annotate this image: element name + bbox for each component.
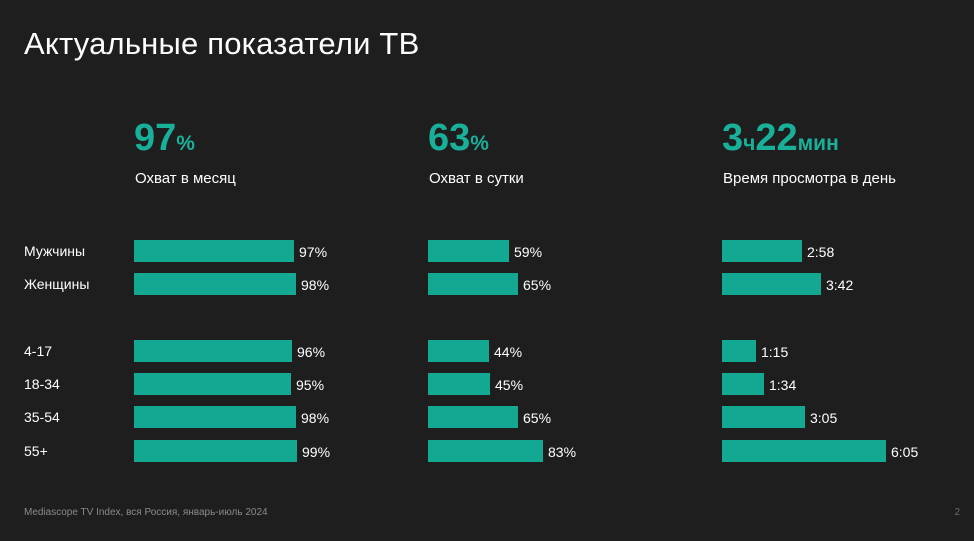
value-label-viewing-time-age-35-54: 3:05 — [810, 410, 838, 426]
bar-daily-reach-men — [428, 240, 509, 262]
kpi-viewing-time-label: Время просмотра в день — [723, 170, 896, 187]
row-label-age-55-plus: 55+ — [24, 443, 48, 459]
value-label-daily-reach-age-35-54: 65% — [523, 410, 552, 426]
kpi-viewing-time-minutes: 22 — [755, 117, 798, 159]
kpi-viewing-time-hours: 3 — [722, 117, 744, 159]
value-label-viewing-time-age-18-34: 1:34 — [769, 377, 797, 393]
bar-daily-reach-women — [428, 273, 518, 295]
bar-monthly-reach-men — [134, 240, 294, 262]
value-label-monthly-reach-age-18-34: 95% — [296, 377, 325, 393]
bar-viewing-time-age-55-plus — [722, 440, 886, 462]
bar-viewing-time-age-4-17 — [722, 340, 756, 362]
kpi-monthly-reach-label: Охват в месяц — [135, 170, 236, 187]
bar-viewing-time-women — [722, 273, 821, 295]
value-label-daily-reach-age-4-17: 44% — [494, 344, 523, 360]
kpi-monthly-reach-value: 97 — [134, 117, 177, 159]
row-label-age-18-34: 18-34 — [24, 376, 60, 392]
value-label-monthly-reach-men: 97% — [299, 244, 328, 260]
bar-monthly-reach-age-55-plus — [134, 440, 297, 462]
bar-daily-reach-age-18-34 — [428, 373, 490, 395]
value-label-monthly-reach-women: 98% — [301, 277, 330, 293]
value-label-viewing-time-age-55-plus: 6:05 — [891, 444, 919, 460]
bar-monthly-reach-age-18-34 — [134, 373, 291, 395]
bar-monthly-reach-women — [134, 273, 296, 295]
kpi-viewing-time: 3ч22мин — [722, 116, 839, 166]
source-footnote: Mediascope TV Index, вся Россия, январь-… — [24, 507, 268, 518]
value-label-viewing-time-women: 3:42 — [826, 277, 854, 293]
row-label-age-35-54: 35-54 — [24, 409, 60, 425]
kpi-monthly-reach-unit: % — [176, 132, 195, 155]
bar-monthly-reach-age-35-54 — [134, 406, 296, 428]
value-label-daily-reach-age-18-34: 45% — [495, 377, 524, 393]
row-label-women: Женщины — [24, 276, 90, 292]
value-label-viewing-time-age-4-17: 1:15 — [761, 344, 789, 360]
value-label-monthly-reach-age-4-17: 96% — [297, 344, 326, 360]
kpi-monthly-reach: 97% — [134, 116, 195, 166]
page-title: Актуальные показатели ТВ — [24, 26, 420, 61]
kpi-daily-reach: 63% — [428, 116, 489, 166]
value-label-monthly-reach-age-35-54: 98% — [301, 410, 330, 426]
page-number: 2 — [954, 507, 960, 518]
kpi-daily-reach-label: Охват в сутки — [429, 170, 524, 187]
value-label-daily-reach-women: 65% — [523, 277, 552, 293]
value-label-monthly-reach-age-55-plus: 99% — [302, 444, 331, 460]
kpi-daily-reach-unit: % — [470, 132, 489, 155]
kpi-daily-reach-value: 63 — [428, 117, 471, 159]
bar-daily-reach-age-55-plus — [428, 440, 543, 462]
bar-monthly-reach-age-4-17 — [134, 340, 292, 362]
row-label-age-4-17: 4-17 — [24, 343, 53, 359]
bar-viewing-time-age-18-34 — [722, 373, 764, 395]
bar-daily-reach-age-35-54 — [428, 406, 518, 428]
row-label-men: Мужчины — [24, 243, 86, 259]
kpi-viewing-time-minutes-unit: мин — [797, 132, 839, 155]
bar-daily-reach-age-4-17 — [428, 340, 489, 362]
kpi-viewing-time-hours-unit: ч — [743, 132, 756, 155]
bar-viewing-time-men — [722, 240, 802, 262]
value-label-viewing-time-men: 2:58 — [807, 244, 835, 260]
value-label-daily-reach-age-55-plus: 83% — [548, 444, 577, 460]
bar-viewing-time-age-35-54 — [722, 406, 805, 428]
value-label-daily-reach-men: 59% — [514, 244, 543, 260]
